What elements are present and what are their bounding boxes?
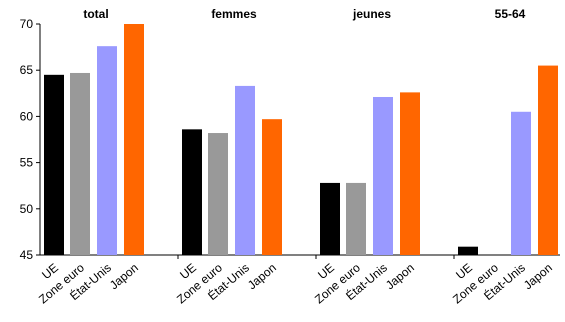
bar-total-japon: [124, 24, 144, 255]
bar-total-ue: [44, 74, 64, 255]
y-tick-label-55: 55: [20, 156, 34, 170]
bar-femmes-zone-euro: [208, 133, 228, 255]
bar-55-64-etat-unis: [511, 111, 531, 255]
panel-title-femmes: femmes: [211, 7, 257, 21]
y-tick-label-70: 70: [20, 17, 34, 31]
y-tick-label-65: 65: [20, 63, 34, 77]
y-tick-label-50: 50: [20, 202, 34, 216]
bar-55-64-ue: [458, 246, 478, 255]
y-tick-label-45: 45: [20, 248, 34, 262]
y-tick-label-60: 60: [20, 109, 34, 123]
panel-title-55-64: 55-64: [495, 7, 526, 21]
bars: [44, 24, 558, 256]
bar-femmes-japon: [262, 119, 282, 255]
bar-femmes-ue: [182, 129, 202, 255]
bar-jeunes-zone-euro: [346, 182, 366, 255]
bar-jeunes-japon: [400, 92, 420, 255]
panel-title-jeunes: jeunes: [352, 7, 391, 21]
panel-title-total: total: [83, 7, 108, 21]
bar-jeunes-etat-unis: [373, 96, 393, 255]
x-label-femmes-japon: Japon: [245, 261, 279, 293]
bar-total-etat-unis: [97, 46, 117, 256]
x-label-55-64-japon: Japon: [521, 261, 555, 293]
bar-femmes-etat-unis: [235, 85, 255, 256]
bar-55-64-japon: [538, 65, 558, 255]
bar-total-zone-euro: [70, 72, 90, 255]
bar-jeunes-ue: [320, 182, 340, 255]
x-label-total-japon: Japon: [107, 261, 141, 293]
x-label-jeunes-japon: Japon: [383, 261, 417, 293]
